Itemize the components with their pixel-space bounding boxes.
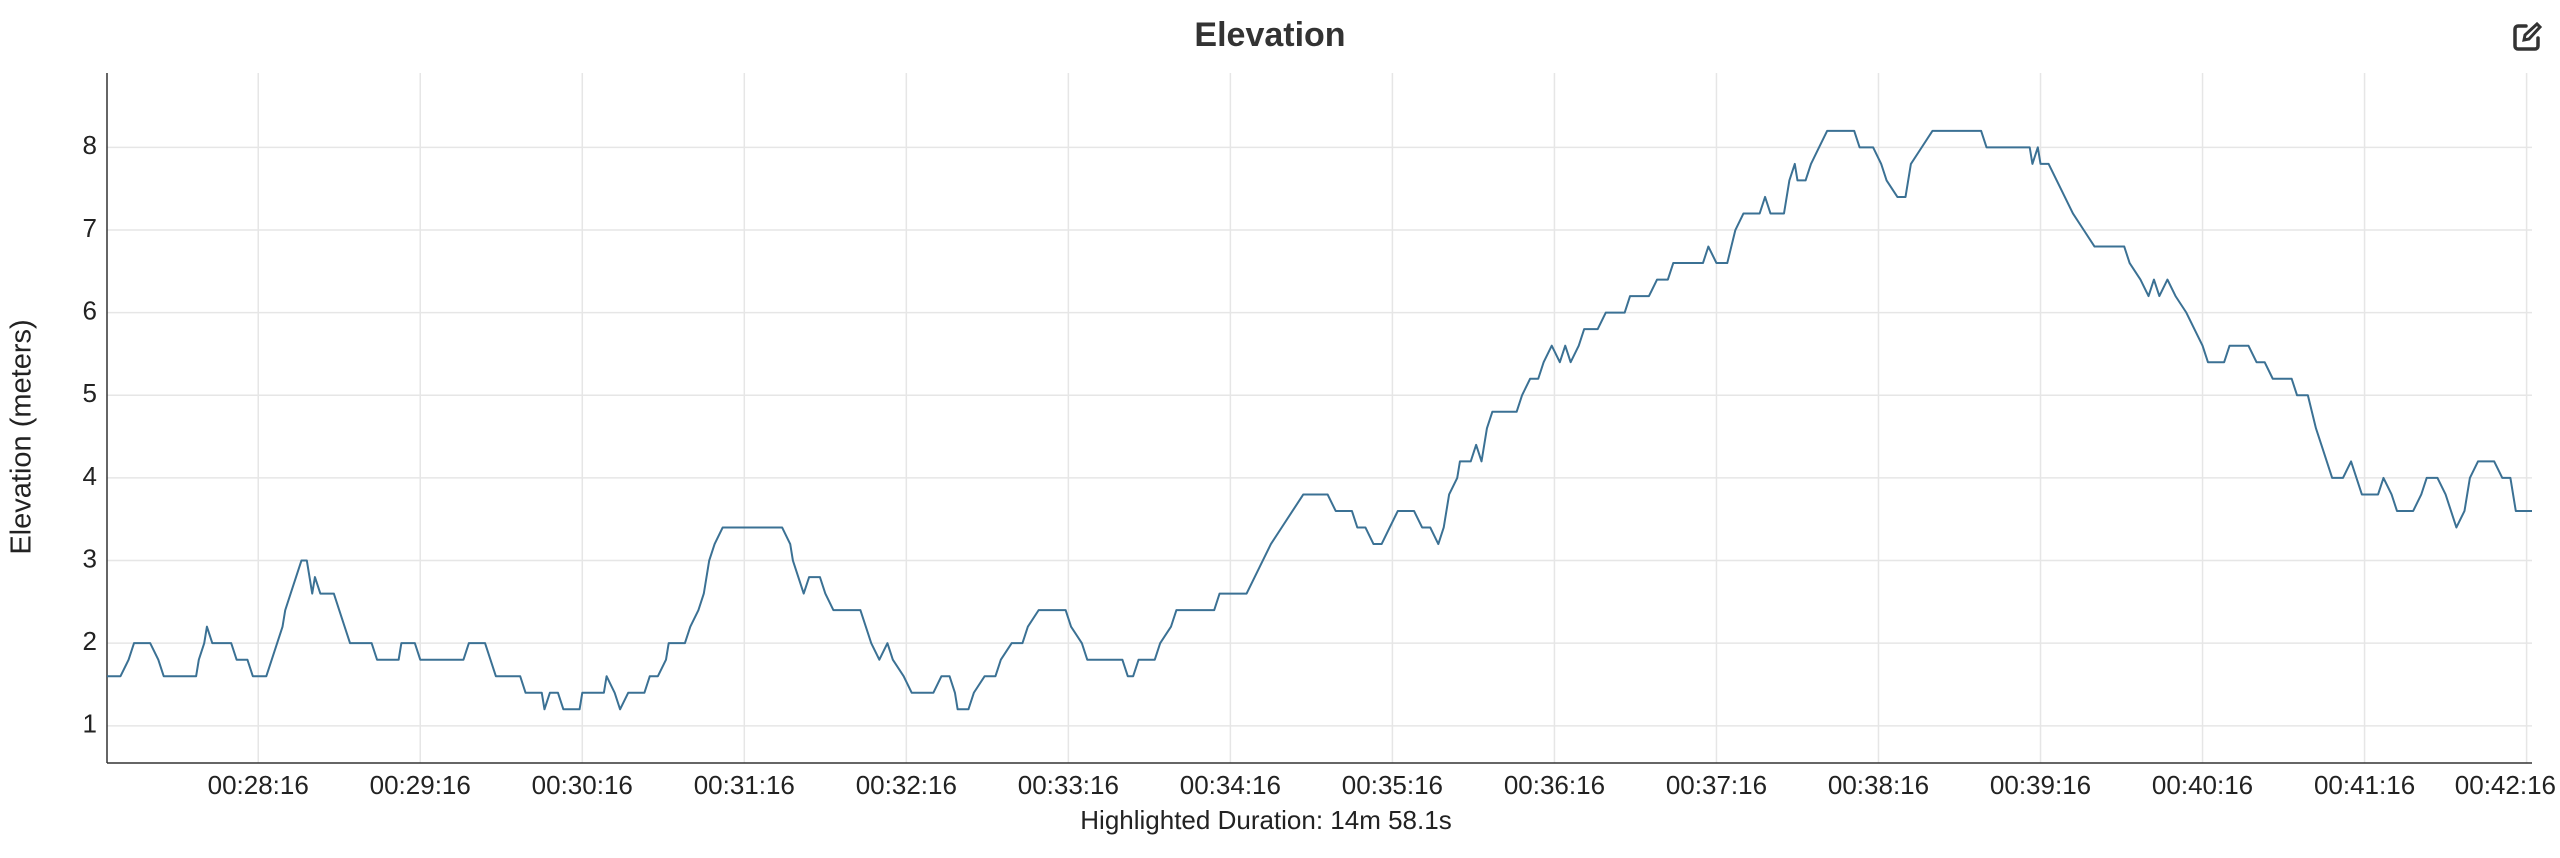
y-tick-label: 4 xyxy=(83,461,97,491)
x-tick-label: 00:38:16 xyxy=(1828,770,1929,800)
chart-title: Elevation xyxy=(1194,16,1345,54)
y-tick-label: 8 xyxy=(83,130,97,160)
y-tick-label: 6 xyxy=(83,296,97,326)
x-tick-label: 00:31:16 xyxy=(694,770,795,800)
x-tick-label: 00:39:16 xyxy=(1990,770,2091,800)
x-tick-label: 00:30:16 xyxy=(532,770,633,800)
x-tick-label: 00:40:16 xyxy=(2152,770,2253,800)
x-tick-label: 00:29:16 xyxy=(370,770,471,800)
y-tick-label: 5 xyxy=(83,378,97,408)
x-tick-label: 00:37:16 xyxy=(1666,770,1767,800)
elevation-line xyxy=(107,129,2532,711)
x-tick-label: 00:36:16 xyxy=(1504,770,1605,800)
y-tick-label: 7 xyxy=(83,213,97,243)
x-tick-label: 00:41:16 xyxy=(2314,770,2415,800)
y-tick-label: 3 xyxy=(83,543,97,573)
y-tick-label: 1 xyxy=(83,709,97,739)
x-tick-label: 00:42:16 xyxy=(2455,770,2556,800)
x-tick-label: 00:35:16 xyxy=(1342,770,1443,800)
y-axis-label: Elevation (meters) xyxy=(6,319,38,554)
x-tick-label: 00:34:16 xyxy=(1180,770,1281,800)
x-tick-label: 00:33:16 xyxy=(1018,770,1119,800)
edit-icon[interactable] xyxy=(2513,21,2543,51)
y-tick-label: 2 xyxy=(83,626,97,656)
x-tick-label: 00:28:16 xyxy=(208,770,309,800)
x-tick-label: 00:32:16 xyxy=(856,770,957,800)
x-axis-label: Highlighted Duration: 14m 58.1s xyxy=(1080,805,1451,835)
